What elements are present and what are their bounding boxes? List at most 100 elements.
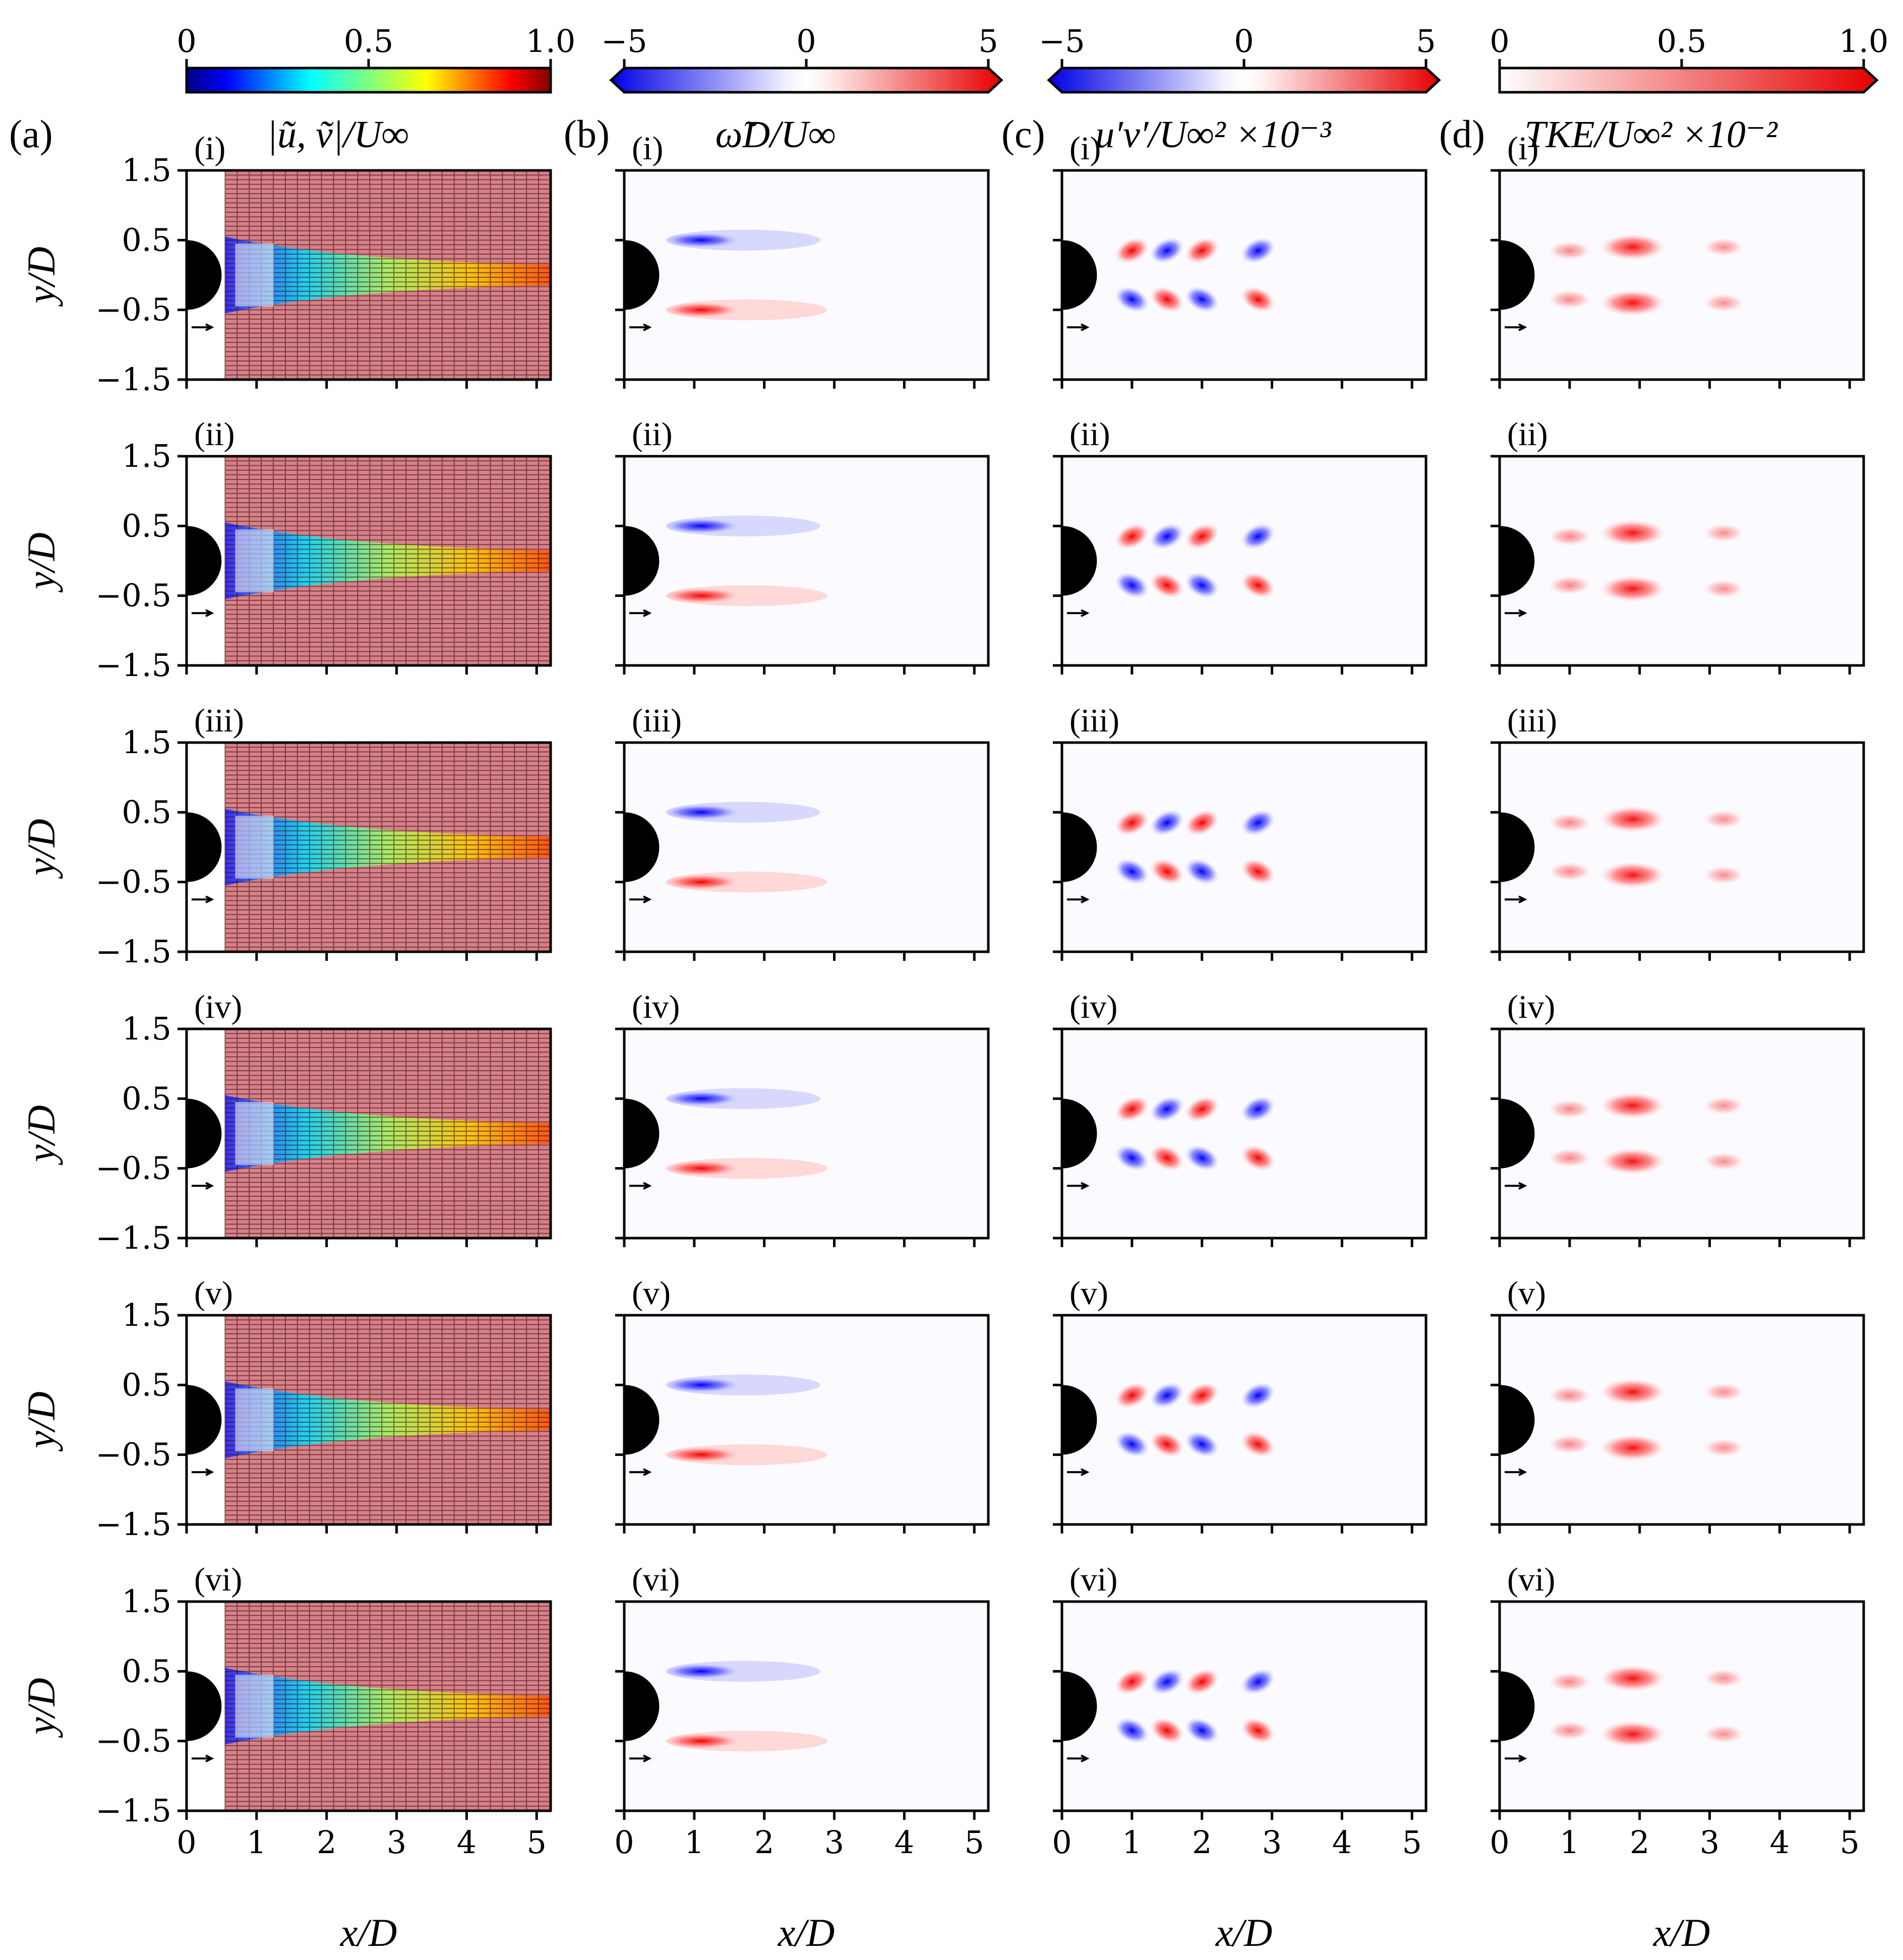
inflow-arrow xyxy=(1067,1754,1090,1763)
inflow-arrow xyxy=(629,895,652,904)
panel-frame xyxy=(1498,1600,1865,1812)
wake-field xyxy=(225,809,551,886)
row-label: (i) xyxy=(194,130,225,167)
tke-blob xyxy=(1702,810,1745,829)
panel-background xyxy=(624,1602,988,1811)
panel-background xyxy=(1062,1602,1426,1811)
panel-field xyxy=(187,1315,551,1524)
inflow-arrow xyxy=(1505,323,1527,332)
row-label: (v) xyxy=(1069,1275,1108,1312)
panel-frame xyxy=(1498,169,1865,381)
inflow-arrow xyxy=(192,1754,214,1763)
x-tick-label: 1 xyxy=(1560,1824,1579,1861)
x-axis-title: x/D xyxy=(1653,1911,1710,1954)
y-tick-label: 0.5 xyxy=(122,1080,171,1117)
panel-frame xyxy=(623,455,990,667)
cylinder xyxy=(624,526,660,596)
cylinder xyxy=(1062,240,1097,310)
x-tick-label: 4 xyxy=(457,1824,477,1861)
tke-blob xyxy=(1702,293,1745,313)
colorbar-tick-label: 1.0 xyxy=(1839,23,1889,59)
reynolds-stress-blob xyxy=(1114,1668,1150,1695)
tke-blob xyxy=(1599,1378,1666,1405)
x-tick-label: 0 xyxy=(1052,1824,1072,1861)
panel-frame xyxy=(1060,1600,1428,1812)
row-label: (ii) xyxy=(1069,416,1110,453)
y-tick-label: −0.5 xyxy=(95,577,171,614)
y-tick-label: −0.5 xyxy=(95,1723,171,1759)
tke-blob xyxy=(1548,526,1592,546)
x-tick-label: 1 xyxy=(684,1824,704,1861)
panel-1-4: (i) xyxy=(1491,130,1865,389)
reynolds-stress-blob xyxy=(1240,1144,1275,1172)
y-tick-label: 0.5 xyxy=(122,507,171,544)
column-title: u′v′/U∞² ×10⁻³ xyxy=(1095,113,1331,156)
row-label: (vi) xyxy=(1507,1561,1555,1598)
cylinder xyxy=(1500,240,1535,310)
panel-frame xyxy=(1498,455,1865,667)
inflow-arrow xyxy=(1067,895,1090,904)
vorticity-layer-core xyxy=(663,302,740,318)
row-label: (v) xyxy=(1507,1275,1546,1312)
panel-field xyxy=(187,170,551,380)
vorticity-layer-core xyxy=(663,232,740,248)
panel-5-1: 1.5 0.5 −0.5 −1.5 (v) y/D xyxy=(19,1275,552,1543)
y-tick-label: 0.5 xyxy=(122,793,171,830)
colorbar-tick-label: −5 xyxy=(601,23,647,59)
column-letter: (d) xyxy=(1439,112,1485,156)
panel-1-1: 1.5 0.5 −0.5 −1.5 (i) y/D xyxy=(19,130,552,398)
cylinder xyxy=(1500,526,1535,596)
panel-4-2: (iv) xyxy=(615,989,990,1247)
cylinder xyxy=(1500,1385,1535,1455)
reynolds-stress-blob xyxy=(1114,1717,1150,1744)
tke-blob xyxy=(1599,519,1666,546)
colorbar-4: 0 0.5 1.0 (d) TKE/U∞² ×10⁻² xyxy=(1439,23,1888,156)
quiver-arrows xyxy=(224,456,551,665)
reynolds-stress-blob xyxy=(1240,1382,1275,1409)
cylinder xyxy=(187,812,222,882)
panel-field xyxy=(1062,170,1426,380)
panel-field xyxy=(187,743,551,952)
tke-blob xyxy=(1548,1385,1592,1405)
row-label: (iv) xyxy=(194,989,242,1025)
panel-background xyxy=(1062,1315,1426,1524)
panel-frame xyxy=(1060,741,1428,953)
y-tick-label: −1.5 xyxy=(95,933,171,970)
reynolds-stress-blob xyxy=(1114,1382,1150,1409)
reynolds-stress-blob xyxy=(1184,1095,1219,1123)
reynolds-stress-blob xyxy=(1150,1382,1184,1409)
tke-blob xyxy=(1548,289,1592,310)
reynolds-stress-blob xyxy=(1240,1668,1275,1695)
y-axis-title: y/D xyxy=(19,819,63,879)
y-tick-label: 1.5 xyxy=(122,152,171,189)
tke-blob xyxy=(1599,1148,1666,1175)
x-tick-label: 0 xyxy=(176,1824,196,1861)
panel-5-2: (v) xyxy=(615,1275,990,1534)
panel-background xyxy=(624,170,988,380)
cylinder xyxy=(1500,812,1535,882)
row-label: (iii) xyxy=(194,702,244,739)
reynolds-stress-blob xyxy=(1114,1431,1150,1458)
row-label: (vi) xyxy=(632,1561,680,1598)
x-tick-label: 4 xyxy=(1332,1824,1352,1861)
quiver-arrows xyxy=(224,1602,551,1811)
panel-frame xyxy=(185,1600,552,1812)
row-label: (vi) xyxy=(1069,1561,1117,1598)
panel-field xyxy=(1500,170,1864,380)
reynolds-stress-blob xyxy=(1114,523,1150,550)
panel-frame xyxy=(185,169,552,381)
reynolds-stress-blob xyxy=(1150,286,1184,313)
reynolds-stress-blob xyxy=(1184,1382,1219,1409)
tke-blob xyxy=(1702,1382,1745,1401)
colorbar-tick-label: 5 xyxy=(1416,23,1436,59)
panel-field xyxy=(624,1029,988,1238)
panel-2-2: (ii) xyxy=(615,416,990,675)
wake-field xyxy=(225,1668,551,1745)
cylinder xyxy=(1500,1098,1535,1169)
x-axis-titles: x/D x/D x/D x/D xyxy=(340,1911,1710,1954)
x-tick-label: 3 xyxy=(1700,1824,1719,1861)
cylinder xyxy=(187,1671,222,1741)
panel-frame xyxy=(1498,741,1865,953)
x-tick-label: 2 xyxy=(317,1824,336,1861)
panel-field xyxy=(1062,743,1426,952)
